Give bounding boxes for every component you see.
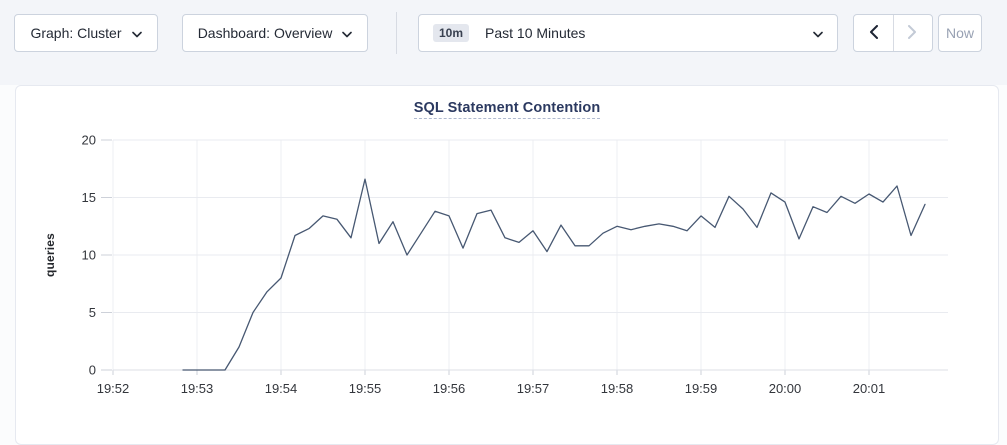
time-range-label: Past 10 Minutes xyxy=(485,25,586,41)
x-tick-label: 20:00 xyxy=(769,381,802,396)
prev-time-button[interactable] xyxy=(854,15,893,51)
y-tick-label: 5 xyxy=(89,305,96,320)
next-time-button[interactable] xyxy=(892,15,933,51)
chart-title: SQL Statement Contention xyxy=(413,100,601,119)
x-tick-label: 19:53 xyxy=(181,381,214,396)
chart-card: SQL Statement Contention 19:52 19:53 19:54… xyxy=(15,85,999,445)
x-tick-label: 19:58 xyxy=(601,381,634,396)
x-tick-label: 20:01 xyxy=(853,381,886,396)
sql-contention-chart[interactable]: 19:52 19:53 19:54 19:55 19:56 19:57 19:58 19:59… xyxy=(16,86,998,426)
x-tick-label: 19:57 xyxy=(517,381,550,396)
toolbar-divider xyxy=(396,12,397,54)
x-tick-label: 19:52 xyxy=(97,381,130,396)
time-range-badge: 10m xyxy=(433,24,470,42)
series-line xyxy=(182,178,926,371)
y-tick-label: 15 xyxy=(82,190,96,205)
chevron-left-icon xyxy=(869,24,878,42)
graph-dropdown-label: Graph: Cluster xyxy=(30,25,122,41)
x-tick-label: 19:59 xyxy=(685,381,718,396)
now-button[interactable]: Now xyxy=(938,14,982,52)
y-tick-label: 20 xyxy=(82,133,96,148)
time-nav-group xyxy=(853,14,933,52)
chevron-down-icon xyxy=(813,31,823,38)
y-axis-label: queries xyxy=(43,233,57,277)
y-tick-label: 0 xyxy=(89,363,96,378)
dashboard-dropdown-label: Dashboard: Overview xyxy=(197,25,333,41)
x-tick-label: 19:55 xyxy=(349,381,382,396)
y-tick-label: 10 xyxy=(82,248,96,263)
toolbar: Graph: Cluster Dashboard: Overview 10m P… xyxy=(0,0,1007,85)
graph-dropdown[interactable]: Graph: Cluster xyxy=(14,14,158,52)
chevron-down-icon xyxy=(131,31,142,38)
x-tick-label: 19:54 xyxy=(265,381,298,396)
time-range-selector[interactable]: 10m Past 10 Minutes xyxy=(418,14,838,52)
chevron-down-icon xyxy=(342,31,353,38)
chevron-right-icon xyxy=(908,24,917,42)
dashboard-dropdown[interactable]: Dashboard: Overview xyxy=(182,14,368,52)
x-tick-label: 19:56 xyxy=(433,381,466,396)
